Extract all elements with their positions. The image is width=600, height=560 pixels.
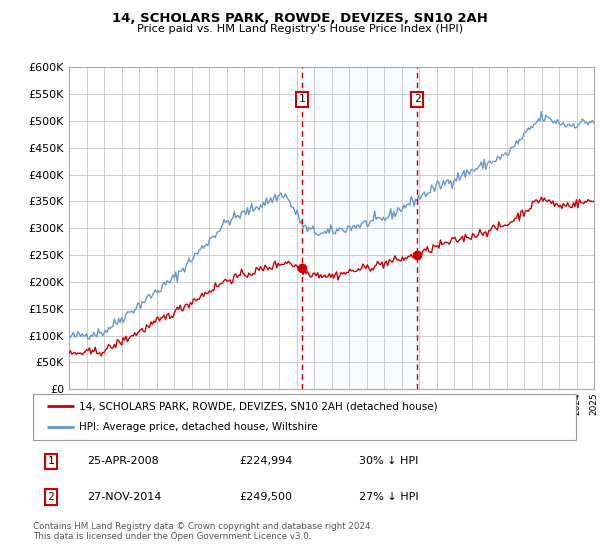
Bar <box>302 67 417 389</box>
Text: 27% ↓ HPI: 27% ↓ HPI <box>359 492 418 502</box>
Text: 2: 2 <box>414 95 421 104</box>
Text: £249,500: £249,500 <box>239 492 292 502</box>
Text: 30% ↓ HPI: 30% ↓ HPI <box>359 456 418 466</box>
Text: Price paid vs. HM Land Registry's House Price Index (HPI): Price paid vs. HM Land Registry's House … <box>137 24 463 34</box>
Text: 2: 2 <box>47 492 54 502</box>
Text: 1: 1 <box>299 95 305 104</box>
Text: 1: 1 <box>47 456 54 466</box>
Text: 25-APR-2008: 25-APR-2008 <box>88 456 159 466</box>
Text: HPI: Average price, detached house, Wiltshire: HPI: Average price, detached house, Wilt… <box>79 422 318 432</box>
Text: 14, SCHOLARS PARK, ROWDE, DEVIZES, SN10 2AH (detached house): 14, SCHOLARS PARK, ROWDE, DEVIZES, SN10 … <box>79 401 438 411</box>
Text: Contains HM Land Registry data © Crown copyright and database right 2024.
This d: Contains HM Land Registry data © Crown c… <box>33 522 373 542</box>
Text: 27-NOV-2014: 27-NOV-2014 <box>88 492 161 502</box>
Text: 14, SCHOLARS PARK, ROWDE, DEVIZES, SN10 2AH: 14, SCHOLARS PARK, ROWDE, DEVIZES, SN10 … <box>112 12 488 25</box>
Text: £224,994: £224,994 <box>239 456 293 466</box>
FancyBboxPatch shape <box>33 394 576 440</box>
